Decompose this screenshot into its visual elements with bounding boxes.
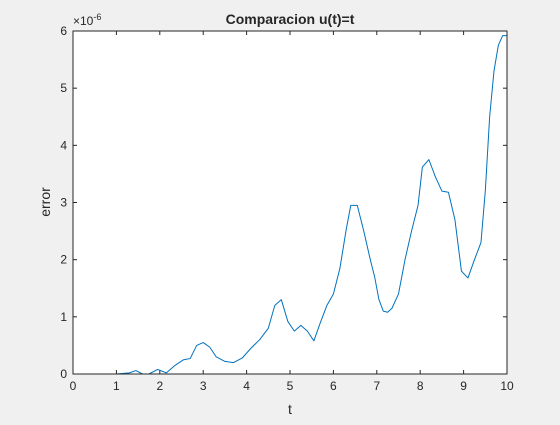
y-tick-label: 5: [60, 81, 67, 95]
series-line: [73, 35, 507, 375]
y-tick-label: 0: [60, 367, 67, 381]
y-exponent-label: ×10-6: [73, 12, 101, 28]
x-tick-label: 9: [460, 379, 467, 393]
chart-title: Comparacion u(t)=t: [226, 11, 355, 27]
x-tick-label: 1: [113, 379, 120, 393]
y-exponent-power: -6: [93, 12, 101, 22]
y-tick-label: 3: [60, 196, 67, 210]
x-tick-label: 8: [417, 379, 424, 393]
x-tick-label: 6: [330, 379, 337, 393]
x-tick-label: 3: [200, 379, 207, 393]
y-tick-label: 2: [60, 253, 67, 267]
x-tick-label: 2: [156, 379, 163, 393]
x-tick-label: 0: [70, 379, 77, 393]
y-exponent-base: ×10: [73, 14, 94, 28]
plot-area: [73, 31, 507, 374]
y-axis-label: error: [37, 187, 53, 217]
y-tick-label: 1: [60, 310, 67, 324]
ticks-layer: 0 1 2 3 4 5 6 7 8 9 10 0 1 2 3 4 5 6: [60, 24, 514, 393]
x-tick-label: 7: [373, 379, 380, 393]
y-tick-label: 6: [60, 24, 67, 38]
axes-box: [72, 30, 508, 375]
x-tick-label: 4: [243, 379, 250, 393]
series-layer: [73, 35, 507, 375]
x-tick-label: 10: [500, 379, 514, 393]
x-axis-label: t: [288, 401, 292, 417]
y-tick-label: 4: [60, 138, 67, 152]
x-tick-label: 5: [287, 379, 294, 393]
